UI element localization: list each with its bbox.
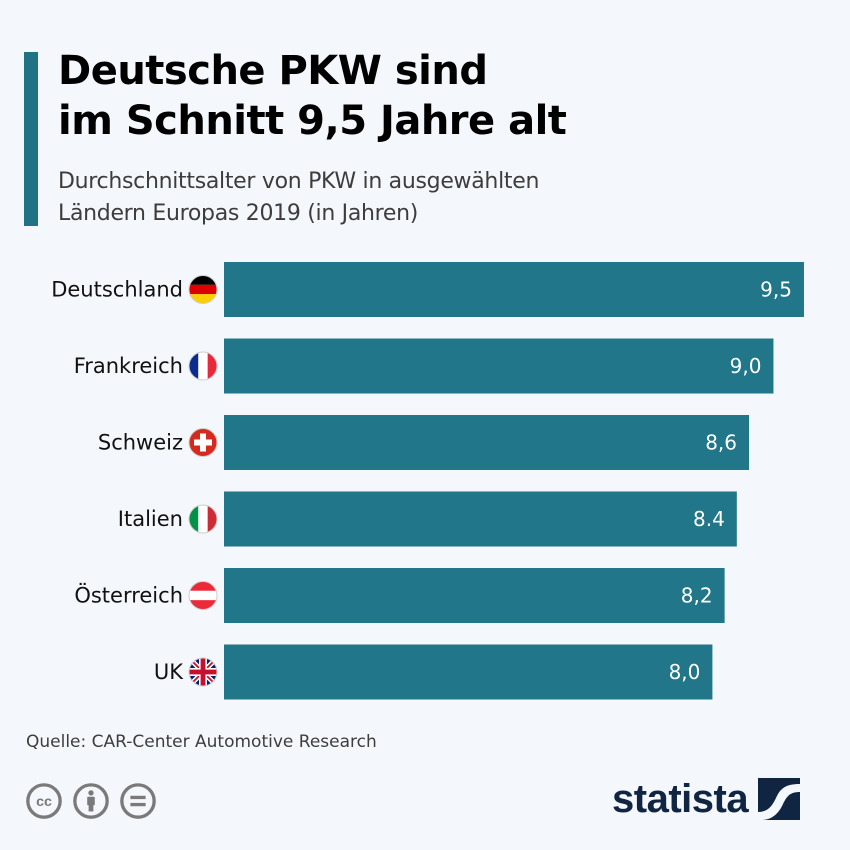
switzerland-flag-icon — [188, 428, 218, 457]
value-label: 9,5 — [760, 278, 792, 302]
category-label: UK — [154, 660, 184, 684]
chart-subtitle: Durchschnittsalter von PKW in ausgewählt… — [58, 166, 539, 230]
category-label: Deutschland — [51, 278, 183, 302]
bar[interactable] — [224, 262, 804, 317]
attribution-icon[interactable] — [72, 782, 110, 820]
bar[interactable] — [224, 568, 725, 623]
bar[interactable] — [224, 338, 774, 394]
value-label: 8.4 — [693, 507, 725, 531]
statista-logo-mark-icon — [758, 778, 801, 820]
bar-chart: Deutschland 9,5 Frankreich 9,0 Schweiz 8,6 Ita… — [51, 262, 804, 700]
bar-row: Frankreich 9,0 — [74, 338, 774, 394]
uk-flag-icon — [188, 657, 218, 687]
category-label: Italien — [118, 507, 183, 531]
bar-row: UK 8,0 — [154, 644, 713, 700]
chart-title: Deutsche PKW sind im Schnitt 9,5 Jahre a… — [58, 46, 567, 146]
value-label: 9,0 — [730, 354, 762, 378]
subtitle-line-1: Durchschnittsalter von PKW in ausgewählt… — [58, 169, 540, 194]
title-line-2: im Schnitt 9,5 Jahre alt — [58, 98, 567, 144]
bar[interactable] — [224, 644, 713, 700]
bar[interactable] — [224, 491, 737, 547]
title-line-1: Deutsche PKW sind — [58, 48, 488, 94]
category-label: Schweiz — [98, 431, 183, 455]
category-label: Frankreich — [74, 354, 183, 378]
cc-icon[interactable]: cc — [25, 782, 63, 820]
bar-row: Schweiz 8,6 — [98, 415, 750, 470]
germany-flag-icon — [188, 275, 218, 304]
value-label: 8,6 — [705, 431, 737, 455]
category-label: Österreich — [74, 583, 183, 608]
france-flag-icon — [188, 351, 218, 381]
title-accent-bar — [24, 52, 38, 226]
statista-logo[interactable]: statista — [612, 777, 801, 821]
bar[interactable] — [224, 415, 750, 470]
svg-text:cc: cc — [36, 794, 52, 810]
value-label: 8,0 — [669, 660, 701, 684]
austria-flag-icon — [188, 581, 218, 610]
bar-row: Deutschland 9,5 — [51, 262, 804, 317]
bar-row: Italien 8.4 — [118, 491, 737, 547]
license-icons: cc — [25, 782, 157, 820]
source-text: Quelle: CAR-Center Automotive Research — [26, 732, 377, 752]
subtitle-line-2: Ländern Europas 2019 (in Jahren) — [58, 201, 419, 226]
no-derivatives-icon[interactable] — [119, 782, 157, 820]
value-label: 8,2 — [681, 584, 713, 608]
bar-row: Österreich 8,2 — [74, 568, 725, 623]
italy-flag-icon — [188, 504, 218, 534]
logo-text: statista — [612, 777, 749, 821]
